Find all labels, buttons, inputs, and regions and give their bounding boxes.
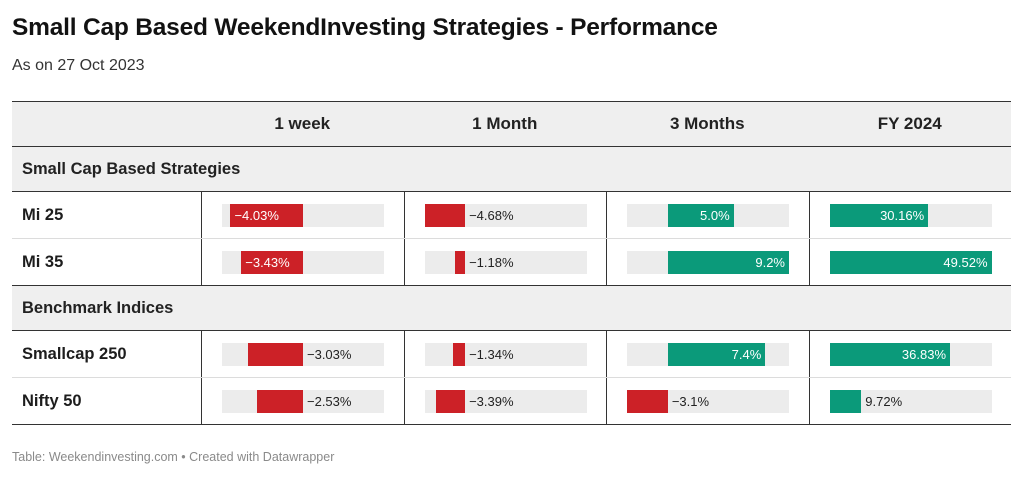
value-bar (627, 390, 668, 413)
bar-track: −2.53% (222, 390, 384, 413)
row-label: Nifty 50 (22, 391, 82, 410)
bar-track: 36.83% (829, 343, 992, 366)
value-label: −3.1% (671, 394, 710, 409)
table-header-row: 1 week 1 Month 3 Months FY 2024 (12, 102, 1011, 147)
value-bar (230, 204, 303, 227)
bar-track: 49.52% (829, 251, 992, 274)
value-bar (424, 204, 466, 227)
value-label: −3.43% (245, 255, 290, 270)
bar-track: −3.03% (222, 343, 384, 366)
value-cell: −3.1% (606, 378, 809, 424)
value-label: −4.68% (469, 208, 514, 223)
value-label: 9.2% (755, 255, 785, 270)
value-cell: 9.2% (606, 239, 809, 285)
bar-track: 9.2% (627, 251, 789, 274)
group-row: Benchmark Indices (12, 286, 1011, 331)
bar-track: −3.39% (424, 390, 587, 413)
column-header: 1 Month (472, 114, 538, 133)
value-bar (453, 343, 466, 366)
bar-track: −4.03% (222, 204, 384, 227)
bar-track: −1.34% (424, 343, 587, 366)
column-header: 3 Months (669, 114, 745, 133)
value-cell: −3.03% (201, 331, 404, 377)
value-label: 30.16% (880, 208, 925, 223)
bar-track: 5.0% (627, 204, 789, 227)
value-cell: 36.83% (808, 331, 1012, 377)
value-bar (829, 251, 992, 274)
bar-track: −4.68% (424, 204, 587, 227)
value-label: −1.34% (469, 347, 514, 362)
value-cell: −4.03% (201, 192, 404, 238)
value-bar (829, 390, 862, 413)
value-label: 7.4% (731, 347, 762, 362)
value-cell: −1.18% (403, 239, 607, 285)
value-bar (667, 204, 734, 227)
column-header: 1 week (274, 114, 331, 133)
group-label: Benchmark Indices (22, 298, 174, 317)
value-label: 49.52% (943, 255, 988, 270)
bar-track: −3.43% (222, 251, 384, 274)
value-bar (667, 343, 766, 366)
value-cell: −3.39% (403, 378, 607, 424)
value-cell: −4.68% (403, 192, 607, 238)
header-label-cell (12, 102, 201, 146)
table-row: Mi 25 −4.03% −4.68% 5.0% 30.16% (12, 192, 1011, 239)
value-cell: −2.53% (201, 378, 404, 424)
value-cell: 30.16% (808, 192, 1012, 238)
value-bar (667, 251, 789, 274)
value-label: 5.0% (700, 208, 730, 223)
value-bar (248, 343, 303, 366)
value-label: −4.03% (234, 208, 279, 223)
bar-track: 7.4% (627, 343, 789, 366)
bar-track: 9.72% (829, 390, 992, 413)
value-label: 36.83% (901, 347, 946, 362)
value-label: −1.18% (469, 255, 514, 270)
row-label: Mi 35 (22, 252, 64, 271)
chart-subtitle: As on 27 Oct 2023 (12, 57, 145, 74)
bar-track: −1.18% (424, 251, 587, 274)
value-cell: −1.34% (403, 331, 607, 377)
value-label: −3.39% (469, 394, 514, 409)
value-bar (241, 251, 303, 274)
value-cell: −3.43% (201, 239, 404, 285)
value-label: 9.72% (865, 394, 903, 409)
row-label: Smallcap 250 (22, 344, 127, 363)
chart-title: Small Cap Based WeekendInvesting Strateg… (12, 14, 718, 41)
value-bar (829, 204, 929, 227)
value-label: −3.03% (307, 347, 352, 362)
performance-table: 1 week 1 Month 3 Months FY 2024 Small Cap B… (12, 101, 1011, 425)
value-cell: 9.72% (808, 378, 1012, 424)
chart-footer: Table: Weekendinvesting.com • Created wi… (12, 450, 335, 464)
table-row: Nifty 50 −2.53% −3.39% −3.1% 9.72% (12, 378, 1011, 425)
value-cell: 5.0% (606, 192, 809, 238)
value-bar (454, 251, 466, 274)
value-label: −2.53% (307, 394, 352, 409)
value-cell: 49.52% (808, 239, 1012, 285)
group-label: Small Cap Based Strategies (22, 159, 241, 178)
table-row: Mi 35 −3.43% −1.18% 9.2% 49.52% (12, 239, 1011, 286)
value-bar (435, 390, 466, 413)
value-bar (829, 343, 950, 366)
column-header: FY 2024 (877, 114, 942, 133)
value-cell: 7.4% (606, 331, 809, 377)
row-label: Mi 25 (22, 205, 64, 224)
group-row: Small Cap Based Strategies (12, 147, 1011, 192)
table-row: Smallcap 250 −3.03% −1.34% 7.4% 36.83% (12, 331, 1011, 378)
bar-track: −3.1% (627, 390, 789, 413)
bar-track: 30.16% (829, 204, 992, 227)
value-bar (257, 390, 303, 413)
